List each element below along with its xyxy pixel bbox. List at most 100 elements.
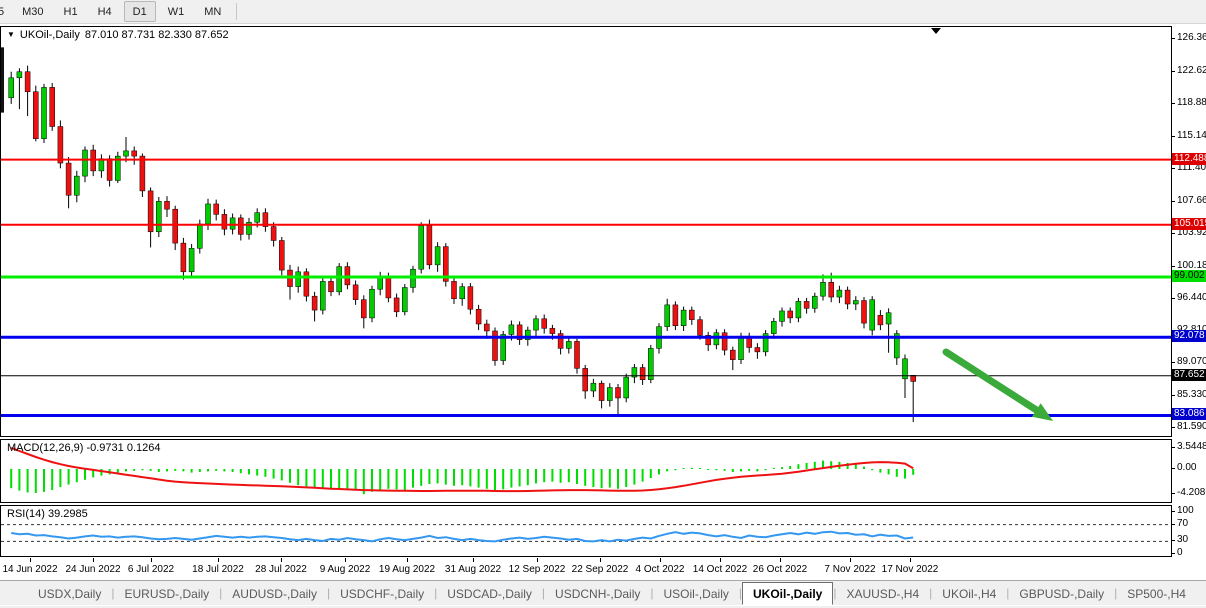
price-axis-label: 100.180 [1177,259,1206,271]
tab-separator: | [738,586,742,600]
price-level-badge: 105.015 [1172,217,1206,230]
timeframe-button-m30[interactable]: M30 [22,5,44,18]
tab-separator: | [111,586,115,600]
time-axis-tick [537,558,538,562]
chart-ohlc-values: 87.010 87.731 82.330 87.652 [84,29,229,41]
time-axis-tick [473,558,474,562]
date-label: 17 Nov 2022 [881,564,939,575]
axis-tick-mark [1172,540,1175,542]
tab-separator: | [326,586,331,600]
symbol-tab-usdx-daily[interactable]: USDX,Daily [38,586,102,601]
date-label: 12 Sep 2022 [508,564,566,575]
price-level-badge: 87.652 [1172,368,1206,381]
symbol-tab-sp500-h4[interactable]: SP500-,H4 [1127,586,1186,601]
price-axis[interactable]: 126.360 122.620 118.880 115.140 111.400 107.6… [1172,26,1206,558]
date-label: 26 Oct 2022 [752,564,808,575]
price-axis-label: 81.590 [1177,421,1206,433]
axis-tick-mark [1172,70,1175,72]
symbol-tab-audusd-daily[interactable]: AUDUSD-,Daily [232,586,317,601]
timeframe-button-mn[interactable]: MN [204,5,222,18]
macd-axis-label: -4.2086 [1177,487,1206,499]
price-axis-label: 122.620 [1177,64,1206,76]
axis-tick-mark [1172,103,1175,105]
axis-tick-mark [1172,298,1175,300]
macd-label: MACD(12,26,9) -0.9731 0.1264 [7,442,161,454]
price-level-badge: 83.086 [1172,408,1206,421]
axis-tick-mark [1172,468,1175,469]
tab-separator: | [434,586,438,600]
time-axis-tick [30,558,31,562]
price-axis-label: 96.440 [1177,292,1206,304]
price-axis-label: 103.920 [1177,227,1206,239]
time-axis-tick [850,558,851,562]
timeframe-button-h1[interactable]: H1 [63,5,78,18]
symbol-tab-usdcad-daily[interactable]: USDCAD-,Daily [447,586,532,601]
rsi-axis-label: 30 [1177,534,1189,546]
tab-separator: | [1006,586,1010,600]
chart-symbol-label: UKOil-,Daily [19,29,80,41]
symbol-tab-gbpusd-daily[interactable]: GBPUSD-,Daily [1019,586,1105,601]
timeframe-button-w1[interactable]: W1 [167,5,185,18]
tab-separator: | [219,586,223,600]
axis-tick-mark [1172,233,1175,235]
axis-tick-mark [1172,200,1175,202]
price-axis-label: 111.400 [1177,162,1206,174]
time-axis-tick [720,558,721,562]
date-label: 7 Nov 2022 [824,564,876,575]
triangle-down-icon: ▼ [7,30,15,39]
macd-indicator-pane[interactable]: MACD(12,26,9) -0.9731 0.1264 [0,439,1172,503]
rsi-axis-label: 70 [1177,517,1189,529]
rsi-indicator-pane[interactable]: RSI(14) 39.2985 [0,505,1172,557]
time-axis-tick [910,558,911,562]
timeframe-button-d1[interactable]: D1 [123,1,156,22]
date-label: 19 Aug 2022 [378,564,436,575]
price-axis-label: 118.880 [1177,97,1206,109]
price-level-badge: 112.488 [1172,152,1206,165]
time-axis-tick [345,558,346,562]
time-axis-tick [600,558,601,562]
axis-tick-mark [1172,446,1175,448]
symbol-tab-bar: USDX,Daily | EURUSD-,Daily | AUDUSD-,Daily | U… [0,580,1206,605]
tab-separator: | [833,586,837,600]
axis-tick-mark [1172,394,1175,396]
time-axis[interactable]: 14 Jun 2022 24 Jun 2022 6 Jul 2022 18 Jul 2… [0,558,1172,579]
toolbar-separator [236,3,238,20]
time-axis-tick [93,558,94,562]
price-level-badge: 92.078 [1172,330,1206,343]
price-level-badge: 99.002 [1172,270,1206,282]
symbol-tab-eurusd-daily[interactable]: EURUSD-,Daily [124,586,210,601]
candlestick-chart-canvas[interactable] [1,27,1171,436]
timeframe-button-h4[interactable]: H4 [97,5,112,18]
time-axis-tick [151,558,152,562]
date-label: 9 Aug 2022 [319,564,371,575]
price-axis-label: 89.070 [1177,356,1206,368]
symbol-tab-xauusd-h4[interactable]: XAUUSD-,H4 [846,586,920,601]
rsi-axis-label: 0 [1177,547,1183,558]
axis-tick-mark [1172,553,1175,554]
price-axis-label: 115.140 [1177,129,1206,141]
symbol-tab-usoil-daily[interactable]: USOil-,Daily [663,586,729,601]
rsi-label: RSI(14) 39.2985 [7,508,88,520]
symbol-tab-ukoil-h4[interactable]: UKOil-,H4 [942,586,997,601]
symbol-tab-usdchf-daily[interactable]: USDCHF-,Daily [340,586,425,601]
axis-tick-mark [1172,511,1175,512]
rsi-chart-canvas[interactable] [1,506,1171,556]
date-label: 18 Jul 2022 [192,564,244,575]
tab-separator: | [1114,586,1118,600]
time-axis-tick [660,558,661,562]
symbol-tab-ukoil-daily[interactable]: UKOil-,Daily [741,582,834,605]
symbol-tab-usdcnh-daily[interactable]: USDCNH-,Daily [555,586,641,601]
axis-tick-mark [1172,168,1175,170]
status-strip [0,605,1206,608]
macd-chart-canvas[interactable] [1,440,1171,502]
axis-tick-mark [1172,265,1175,267]
price-axis-label: 107.660 [1177,194,1206,206]
date-label: 4 Oct 2022 [635,564,685,575]
chart-title: ▼ UKOil-,Daily 87.010 87.731 82.330 87.6… [7,29,229,41]
timeframe-toolbar: 5 M30 H1 H4 D1 W1 MN [0,0,1206,24]
timeframe-button-5[interactable]: 5 [0,5,5,18]
price-chart-pane[interactable]: ▼ UKOil-,Daily 87.010 87.731 82.330 87.6… [0,26,1172,437]
price-axis-label: 85.330 [1177,388,1206,400]
axis-tick-mark [1172,523,1175,525]
